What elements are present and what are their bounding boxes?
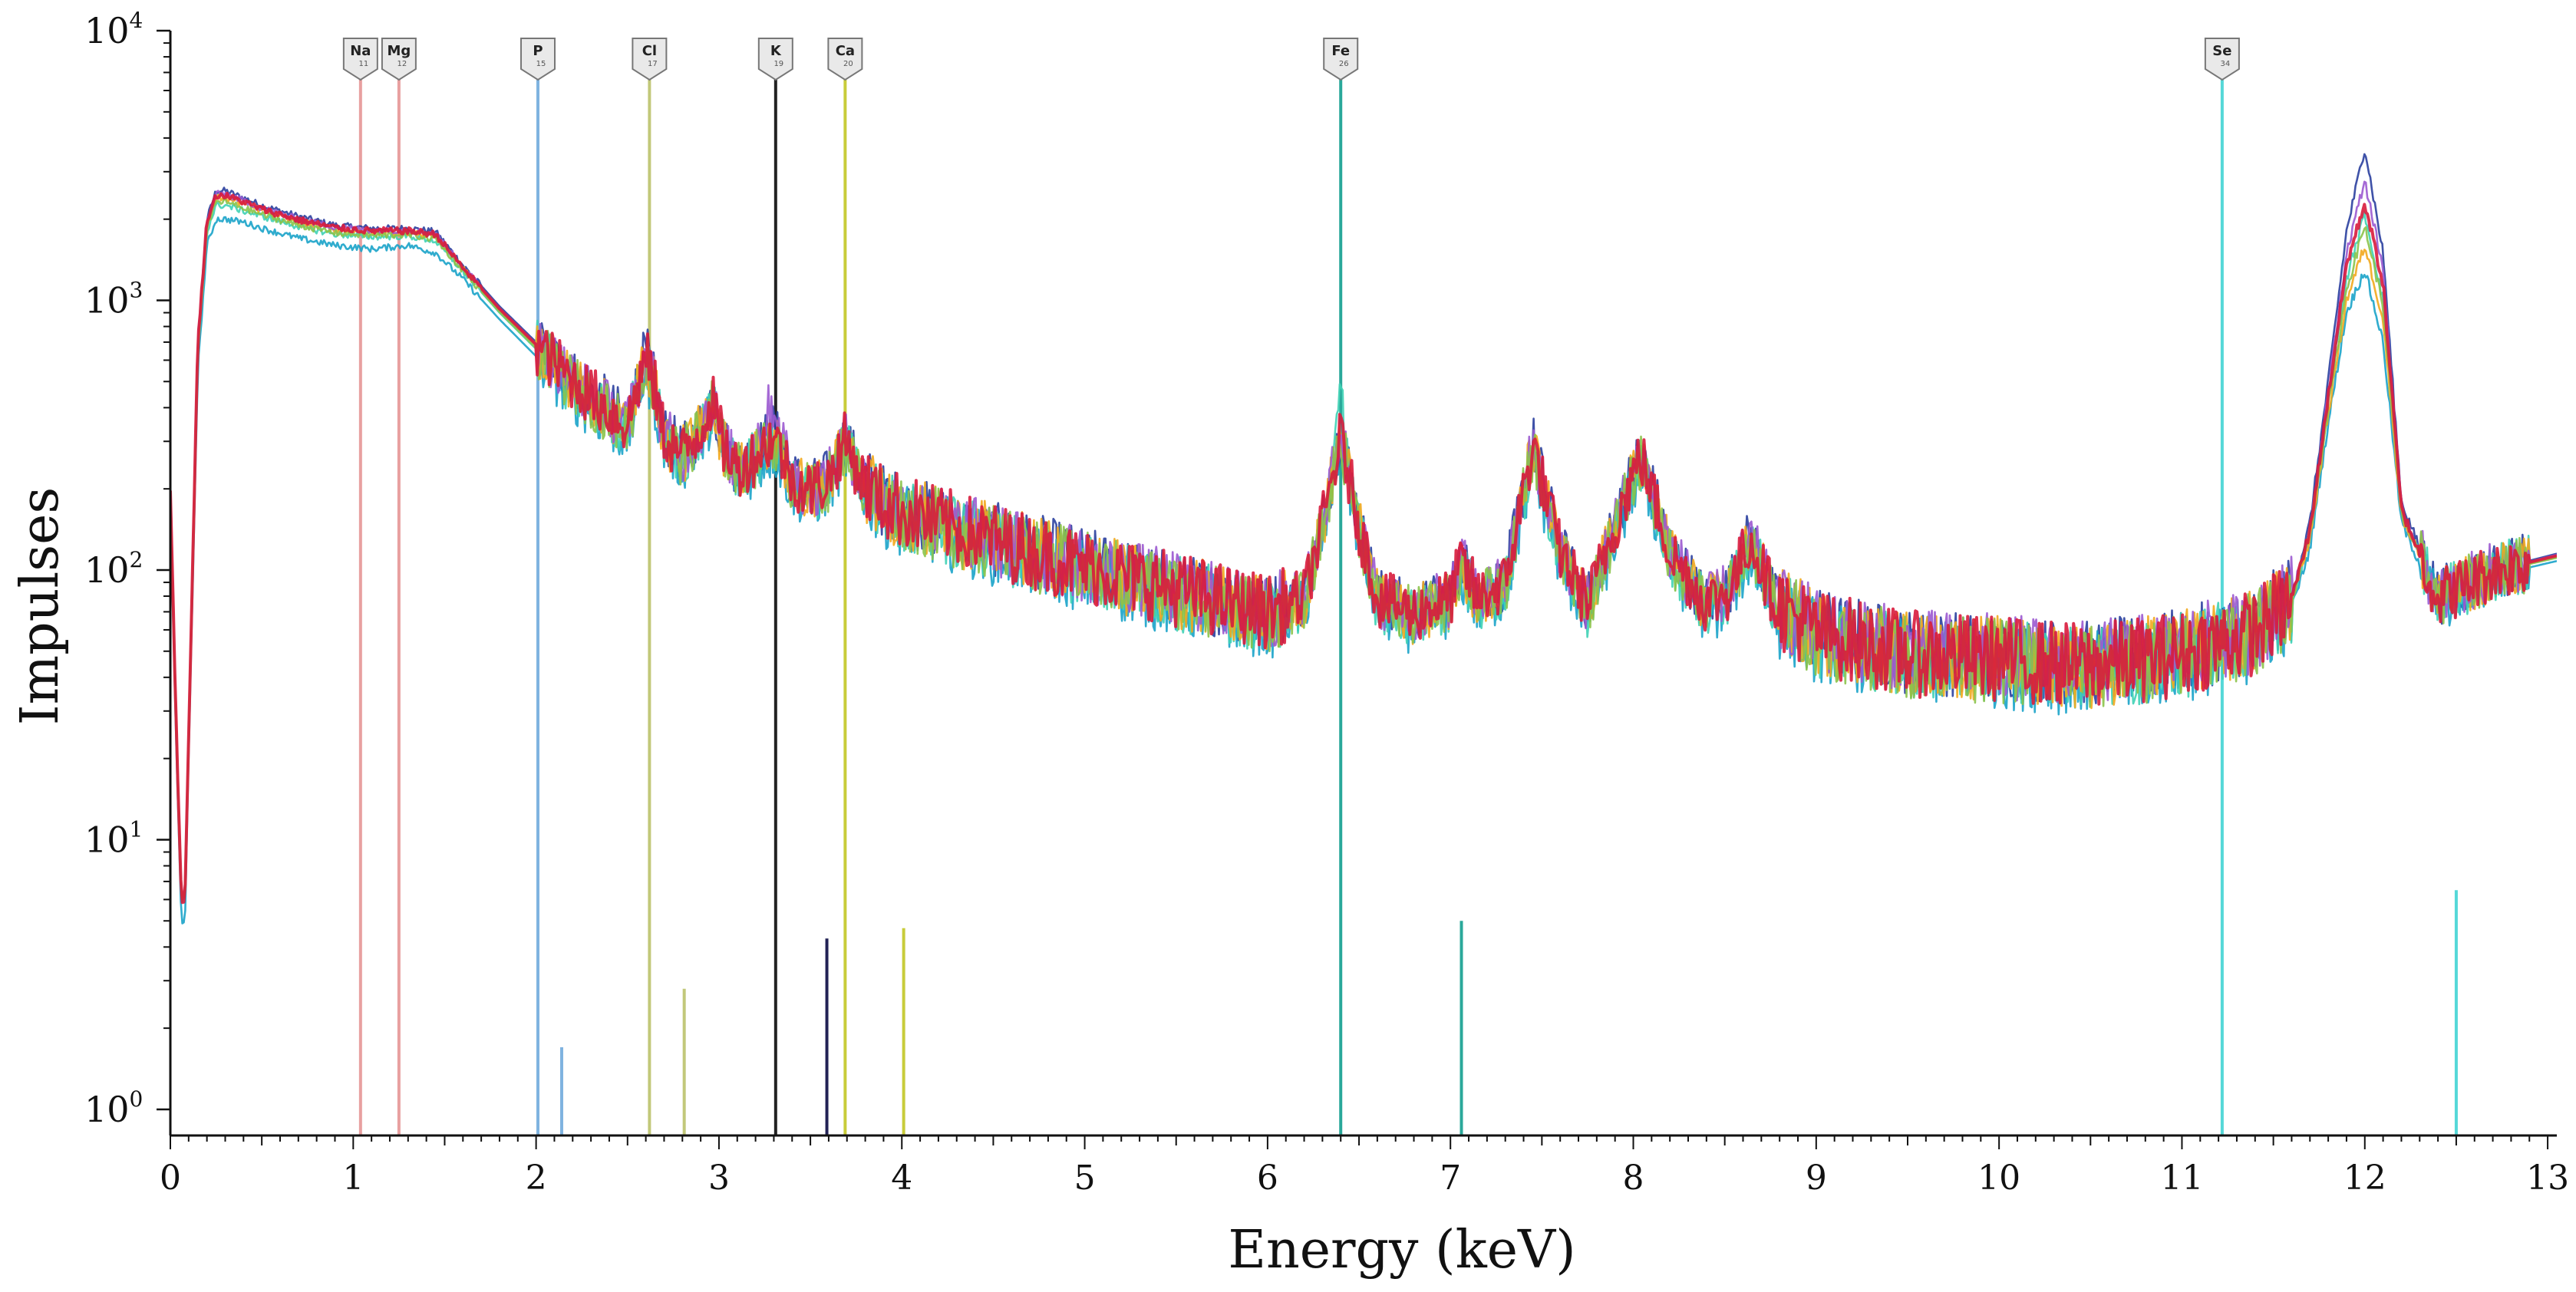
marker-tag-number: 19 <box>773 60 783 68</box>
marker-tag-number: 11 <box>358 60 368 68</box>
marker-tag-shape <box>520 38 556 81</box>
y-tick-label: 104 <box>84 8 143 51</box>
axes <box>169 31 2557 1137</box>
y-tick-label: 101 <box>84 816 143 860</box>
marker-tag-shape <box>632 38 668 81</box>
marker-tag-p: P15 <box>520 38 556 81</box>
x-tick-label: 3 <box>708 1159 730 1198</box>
y-axis-ticks: 100 101 102 103 104 <box>84 8 170 1130</box>
y-tick-label: 102 <box>84 547 143 591</box>
marker-tag-number: 26 <box>1339 60 1349 68</box>
marker-tag-symbol: Fe <box>1331 43 1350 59</box>
marker-tag-k: K19 <box>757 38 793 81</box>
marker-tag-shape <box>757 38 793 81</box>
marker-tag-symbol: Cl <box>642 43 657 59</box>
x-tick-label: 1 <box>342 1159 364 1198</box>
x-axis-title: Energy (keV) <box>1228 1220 1575 1280</box>
marker-tag-number: 17 <box>648 60 658 68</box>
marker-tag-shape <box>827 38 863 81</box>
y-tick-label: 100 <box>84 1086 143 1130</box>
x-tick-label: 13 <box>2526 1159 2569 1198</box>
x-tick-label: 5 <box>1074 1159 1096 1198</box>
x-tick-label: 8 <box>1623 1159 1644 1198</box>
marker-tag-symbol: Na <box>350 43 371 59</box>
secondary-emission-lines <box>559 890 2458 1135</box>
marker-tag-symbol: Mg <box>387 43 411 59</box>
marker-tag-number: 12 <box>397 60 407 68</box>
x-tick-label: 9 <box>1806 1159 1827 1198</box>
marker-tag-symbol: Se <box>2212 43 2231 59</box>
y-axis-title: Impulses <box>10 487 71 725</box>
x-axis-ticks: 0 1 2 3 4 5 6 7 8 9 10 11 12 13 <box>160 1135 2569 1198</box>
x-tick-label: 7 <box>1440 1159 1461 1198</box>
marker-tag-shape <box>342 38 378 81</box>
y-tick-label: 103 <box>84 277 143 321</box>
marker-tag-symbol: K <box>770 43 782 59</box>
x-tick-label: 0 <box>160 1159 181 1198</box>
spectrum-series <box>170 153 2557 925</box>
spectrum-line-6 <box>170 191 2557 905</box>
x-tick-label: 11 <box>2160 1159 2203 1198</box>
marker-tag-number: 15 <box>536 60 546 68</box>
marker-tag-shape <box>1323 38 1359 81</box>
marker-tag-symbol: Ca <box>836 43 855 59</box>
x-tick-label: 12 <box>2343 1159 2386 1198</box>
marker-tag-symbol: P <box>533 43 543 59</box>
x-tick-label: 6 <box>1257 1159 1278 1198</box>
x-tick-label: 2 <box>526 1159 547 1198</box>
marker-tag-shape <box>2204 38 2240 81</box>
x-tick-label: 4 <box>891 1159 912 1198</box>
marker-tag-number: 20 <box>843 60 853 68</box>
x-tick-label: 10 <box>1977 1159 2020 1198</box>
marker-tag-shape <box>381 38 417 81</box>
marker-tag-number: 34 <box>2221 60 2231 68</box>
